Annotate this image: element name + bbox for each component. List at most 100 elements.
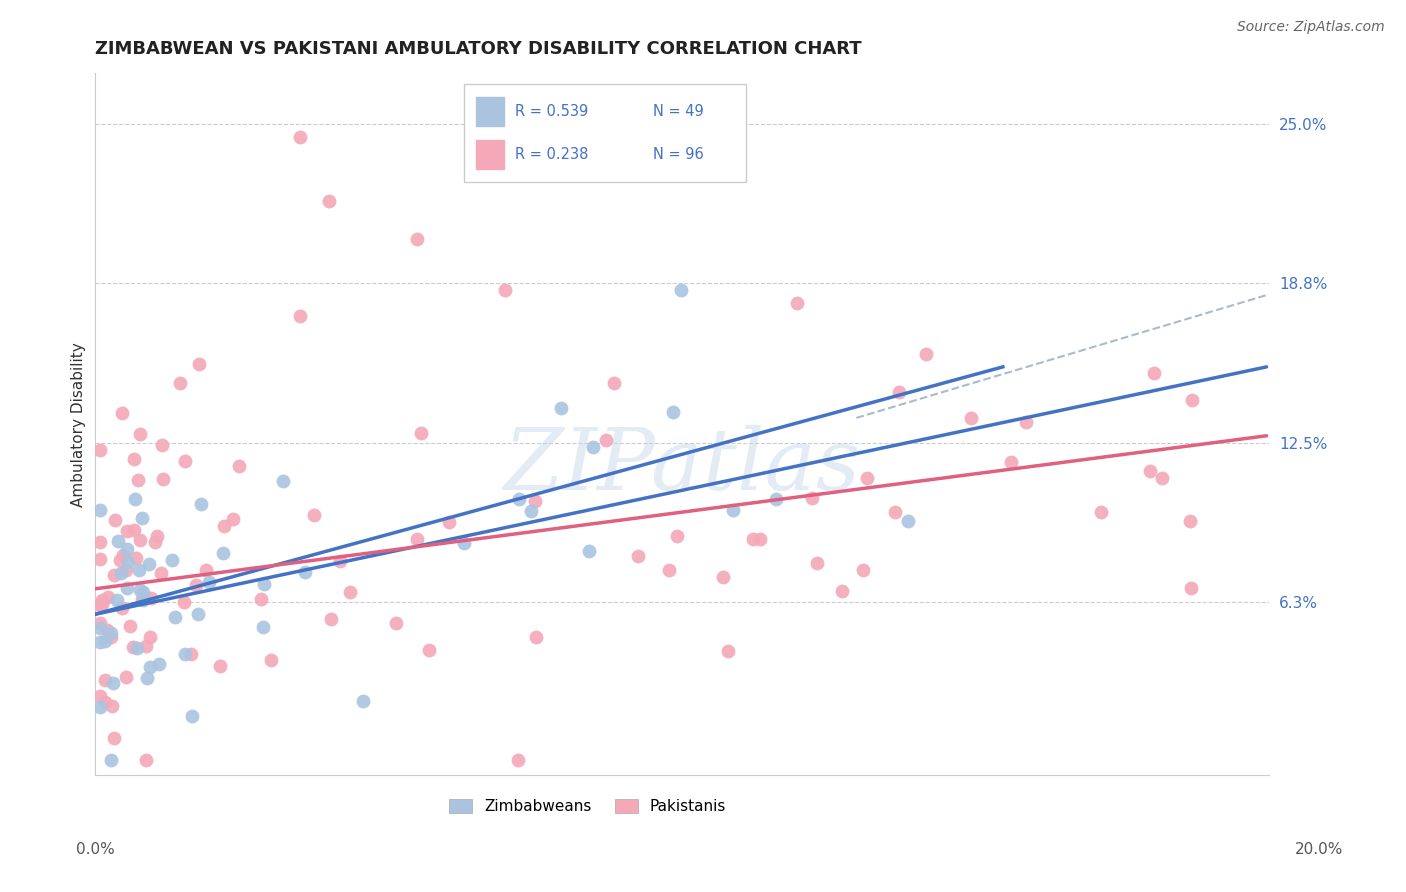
Point: [721, 503, 744, 517]
Text: ZIMBABWEAN VS PAKISTANI AMBULATORY DISABILITY CORRELATION CHART: ZIMBABWEAN VS PAKISTANI AMBULATORY DISAB…: [94, 40, 862, 58]
Point: [124, 491, 146, 506]
Point: [162, 553, 184, 567]
Point: [288, 309, 311, 323]
Point: [100, 630, 122, 644]
Point: [271, 474, 294, 488]
Point: [89, 690, 111, 704]
Point: [319, 611, 342, 625]
Point: [97, 590, 120, 604]
Legend: Zimbabweans, Pakistanis: Zimbabweans, Pakistanis: [443, 793, 733, 820]
Point: [339, 584, 361, 599]
Point: [831, 583, 853, 598]
Point: [194, 563, 217, 577]
Point: [897, 514, 920, 528]
Point: [121, 640, 143, 654]
Point: [453, 536, 475, 550]
Point: [124, 452, 146, 467]
Point: [135, 753, 157, 767]
Point: [89, 598, 111, 612]
Point: [437, 515, 460, 529]
Point: [494, 283, 516, 297]
Point: [131, 592, 153, 607]
Point: [138, 558, 160, 572]
Text: 20.0%: 20.0%: [1295, 842, 1343, 856]
Point: [198, 575, 221, 590]
Point: [252, 577, 274, 591]
Point: [711, 570, 734, 584]
Point: [139, 591, 162, 606]
Point: [163, 610, 186, 624]
Point: [104, 513, 127, 527]
Point: [89, 551, 111, 566]
Point: [406, 232, 429, 246]
Point: [801, 491, 824, 505]
Point: [294, 566, 316, 580]
Point: [111, 548, 134, 562]
Point: [851, 563, 873, 577]
Point: [184, 578, 207, 592]
Point: [89, 597, 111, 611]
Point: [89, 502, 111, 516]
Point: [146, 529, 169, 543]
Point: [111, 600, 134, 615]
Point: [520, 504, 543, 518]
Point: [786, 296, 808, 310]
Point: [186, 607, 208, 621]
Point: [329, 554, 352, 568]
Point: [806, 556, 828, 570]
Point: [669, 283, 692, 297]
Point: [1143, 366, 1166, 380]
Point: [221, 512, 243, 526]
Point: [209, 659, 232, 673]
Point: [108, 553, 131, 567]
Point: [117, 581, 139, 595]
Point: [89, 620, 111, 634]
Point: [100, 753, 122, 767]
Point: [190, 497, 212, 511]
Point: [89, 615, 111, 630]
Point: [1180, 581, 1202, 595]
Point: [1015, 415, 1038, 429]
Point: [124, 550, 146, 565]
Point: [152, 472, 174, 486]
Point: [602, 376, 624, 391]
Point: [508, 492, 530, 507]
Point: [114, 670, 136, 684]
Point: [595, 433, 617, 447]
Text: 0.0%: 0.0%: [76, 842, 115, 856]
Point: [107, 533, 129, 548]
Point: [135, 671, 157, 685]
Point: [959, 411, 981, 425]
Y-axis label: Ambulatory Disability: Ambulatory Disability: [72, 342, 86, 507]
Point: [1139, 464, 1161, 478]
Point: [741, 532, 763, 546]
Point: [212, 518, 235, 533]
Point: [883, 505, 905, 519]
Point: [105, 593, 128, 607]
Point: [211, 546, 233, 560]
Point: [1181, 392, 1204, 407]
Point: [506, 753, 529, 767]
Point: [118, 619, 141, 633]
Point: [181, 708, 204, 723]
Point: [125, 641, 148, 656]
Point: [228, 458, 250, 473]
Point: [128, 563, 150, 577]
Point: [174, 647, 197, 661]
Point: [103, 731, 125, 745]
Point: [100, 626, 122, 640]
Point: [129, 583, 152, 598]
Point: [89, 699, 111, 714]
Point: [152, 438, 174, 452]
Point: [101, 699, 124, 714]
Point: [110, 406, 132, 420]
Point: [524, 494, 547, 508]
Point: [352, 693, 374, 707]
Point: [90, 597, 112, 611]
Point: [135, 640, 157, 654]
Point: [110, 566, 132, 581]
Point: [138, 630, 160, 644]
Point: [89, 442, 111, 457]
Point: [129, 426, 152, 441]
Point: [887, 385, 910, 400]
